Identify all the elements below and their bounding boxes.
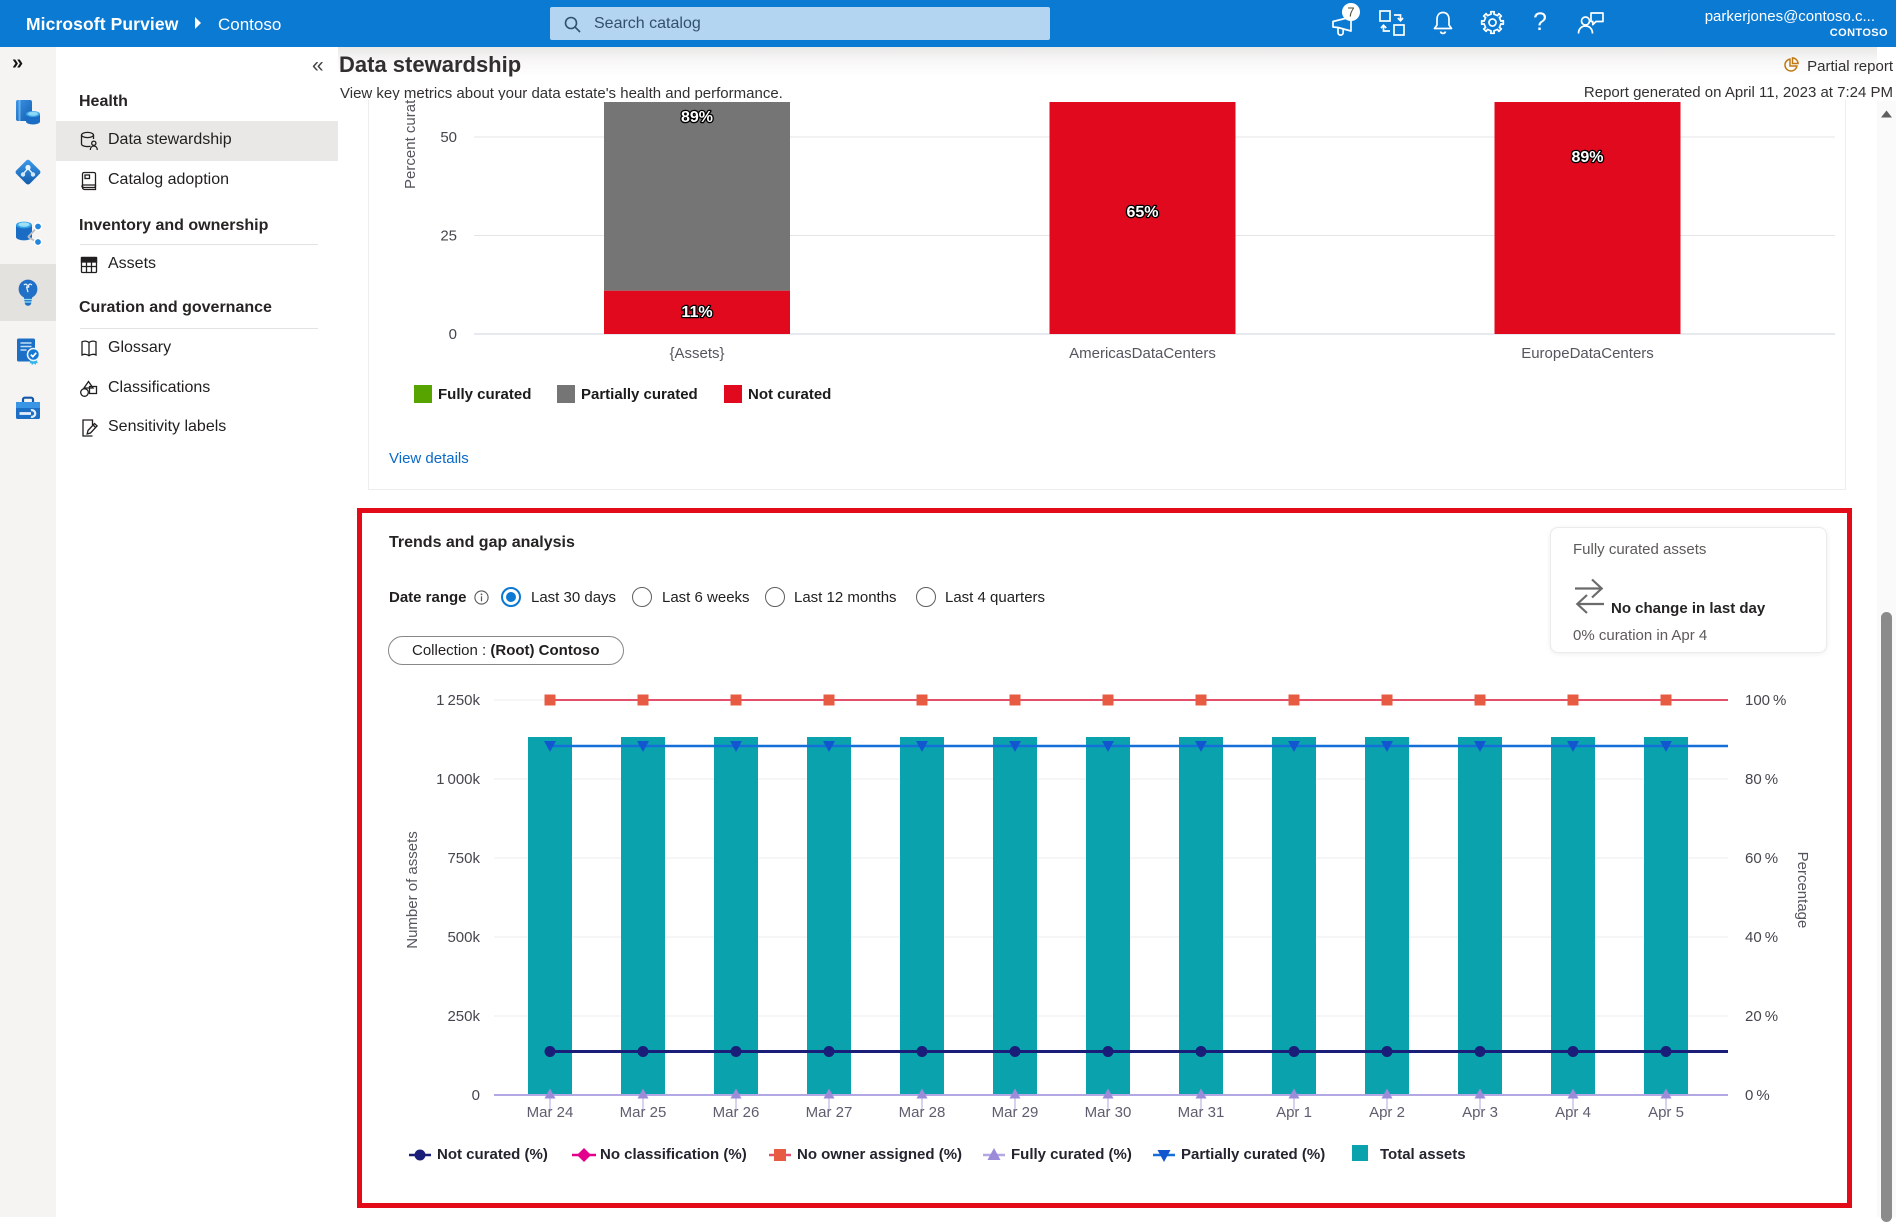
svg-text:Apr 3: Apr 3 — [1462, 1104, 1498, 1121]
svg-text:1 000k: 1 000k — [436, 771, 480, 788]
svg-text:0: 0 — [449, 326, 457, 343]
svg-text:80 %: 80 % — [1745, 771, 1778, 788]
svg-text:Percentage: Percentage — [1794, 852, 1811, 929]
svg-text:25: 25 — [440, 228, 457, 245]
svg-text:Mar 26: Mar 26 — [713, 1104, 760, 1121]
svg-text:11%: 11% — [681, 304, 712, 321]
svg-text:Apr 5: Apr 5 — [1648, 1104, 1684, 1121]
svg-text:Mar 30: Mar 30 — [1085, 1104, 1132, 1121]
svg-text:Mar 29: Mar 29 — [992, 1104, 1039, 1121]
svg-text:100 %: 100 % — [1745, 692, 1786, 709]
svg-text:1 250k: 1 250k — [436, 692, 480, 709]
svg-text:500k: 500k — [447, 929, 480, 946]
svg-text:Mar 31: Mar 31 — [1178, 1104, 1225, 1121]
svg-text:{Assets}: {Assets} — [669, 345, 724, 362]
svg-text:Apr 2: Apr 2 — [1369, 1104, 1405, 1121]
svg-text:0: 0 — [472, 1087, 480, 1104]
svg-text:Mar 27: Mar 27 — [806, 1104, 853, 1121]
svg-text:Percent curated: Percent curated — [402, 100, 419, 189]
svg-text:750k: 750k — [447, 850, 480, 867]
svg-text:Apr 1: Apr 1 — [1276, 1104, 1312, 1121]
svg-text:Mar 28: Mar 28 — [899, 1104, 946, 1121]
svg-text:Apr 4: Apr 4 — [1555, 1104, 1591, 1121]
svg-text:89%: 89% — [1571, 149, 1603, 166]
svg-text:EuropeDataCenters: EuropeDataCenters — [1521, 345, 1654, 362]
svg-text:Number of assets: Number of assets — [404, 831, 421, 949]
svg-text:Mar 24: Mar 24 — [527, 1104, 574, 1121]
svg-text:50: 50 — [440, 129, 457, 146]
svg-text:40 %: 40 % — [1745, 929, 1778, 946]
svg-text:20 %: 20 % — [1745, 1008, 1778, 1025]
svg-text:65%: 65% — [1126, 204, 1158, 221]
svg-text:250k: 250k — [447, 1008, 480, 1025]
svg-text:7: 7 — [1347, 5, 1354, 20]
svg-text:Mar 25: Mar 25 — [620, 1104, 667, 1121]
svg-text:0 %: 0 % — [1745, 1087, 1770, 1104]
svg-text:AmericasDataCenters: AmericasDataCenters — [1069, 345, 1216, 362]
svg-text:89%: 89% — [681, 109, 713, 126]
svg-text:60 %: 60 % — [1745, 850, 1778, 867]
